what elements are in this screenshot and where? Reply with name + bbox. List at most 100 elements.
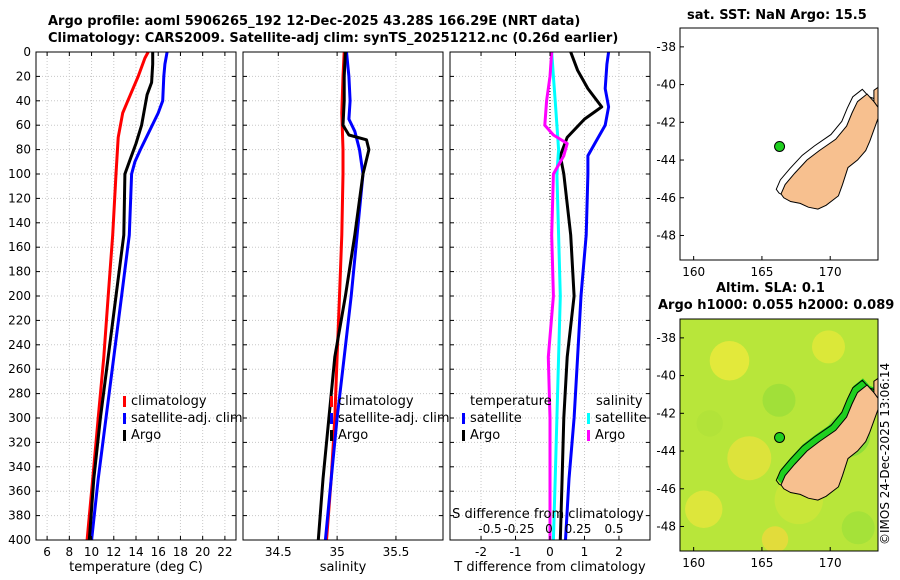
x-tick-label: 1 [581, 545, 589, 559]
legend-diff-temp-sat-swatch [462, 413, 465, 424]
legend-diff-sal-sat-swatch [587, 413, 590, 424]
series-line-climatology [85, 51, 150, 541]
legend-temperature-0-label: climatology [131, 394, 207, 409]
y-tick-label: 120 [8, 191, 31, 205]
x-axis-label: salinity [320, 560, 367, 575]
sla-map-area [680, 319, 878, 551]
y-tick-label: 400 [8, 533, 31, 547]
y-tick-label: 140 [8, 216, 31, 230]
series-line-temperature-argo [558, 51, 604, 541]
map-y-tick-label: -46 [656, 191, 676, 205]
x-axis-label-secondary: S difference from climatology [452, 507, 644, 522]
y-tick-label: 40 [16, 94, 31, 108]
legend-diff-salinity-title: salinity [596, 394, 643, 409]
y-tick-label: 80 [16, 143, 31, 157]
new-zealand-land [780, 384, 878, 501]
x-tick-label: 16 [151, 545, 166, 559]
heatmap-patch [696, 410, 723, 437]
legend-salinity-2-swatch [330, 430, 333, 441]
series-line-salinity-argo [543, 51, 569, 540]
map-frame [679, 318, 879, 552]
legend-temperature-1-label: satellite-adj. clim [131, 411, 243, 426]
figure-title-line-2: Climatology: CARS2009. Satellite-adj cli… [48, 31, 619, 46]
map-x-tick-label: 160 [682, 265, 705, 279]
heatmap-patch [761, 526, 789, 551]
y-tick-label: 160 [8, 240, 31, 254]
y-tick-label: 20 [16, 69, 31, 83]
legend-salinity-1-label: satellite-adj. clim [338, 411, 450, 426]
map-y-tick-label: -40 [656, 78, 676, 92]
figure-title-line-1: Argo profile: aoml 5906265_192 12-Dec-20… [48, 14, 581, 29]
x-tick-label: 22 [217, 545, 232, 559]
y-tick-label: 180 [8, 265, 31, 279]
legend-diff-sal-argo-label: Argo [595, 428, 625, 443]
map-x-tick-label: 170 [819, 556, 842, 570]
x-tick-label: 12 [106, 545, 121, 559]
y-tick-label: 300 [8, 411, 31, 425]
x-tick-label-secondary: -0.5 [478, 522, 501, 536]
y-tick-label: 280 [8, 387, 31, 401]
map-x-tick-label: 165 [750, 556, 773, 570]
x-tick-label: 20 [195, 545, 210, 559]
sla-map-title-2: Argo h1000: 0.055 h2000: 0.089 [658, 298, 895, 313]
legend-diff-sal-sat-label: satellite [595, 411, 647, 426]
x-tick-label: 0 [546, 545, 554, 559]
x-tick-label-secondary: 0.5 [604, 522, 623, 536]
x-tick-label-secondary: -0.25 [503, 522, 534, 536]
map-y-tick-label: -44 [656, 444, 676, 458]
map-y-tick-label: -46 [656, 482, 676, 496]
x-tick-label: 34.5 [265, 545, 292, 559]
x-tick-label: 6 [43, 545, 51, 559]
legend-temperature-2-swatch [123, 430, 126, 441]
y-tick-label: 360 [8, 484, 31, 498]
legend-diff-temperature-title: temperature [470, 394, 552, 409]
legend-diff-temp-sat-label: satellite [470, 411, 522, 426]
x-tick-label: 18 [173, 545, 188, 559]
legend-diff-temp-argo-swatch [462, 430, 465, 441]
heatmap-patch [685, 490, 723, 528]
y-tick-label: 340 [8, 460, 31, 474]
legend-temperature-0-swatch [123, 396, 126, 407]
legend-salinity-0-swatch [330, 396, 333, 407]
y-tick-label: 220 [8, 313, 31, 327]
x-tick-label: 35 [329, 545, 344, 559]
map-y-tick-label: -48 [656, 228, 676, 242]
heatmap-patch [709, 340, 750, 381]
map-y-tick-label: -38 [656, 331, 676, 345]
map-frame [679, 27, 879, 261]
x-axis-label: T difference from climatology [453, 560, 646, 575]
sst-map-area [774, 86, 878, 210]
y-tick-label: 320 [8, 435, 31, 449]
series-line-satellite-adj-clim [90, 51, 169, 541]
x-tick-label: -1 [510, 545, 522, 559]
series-line-argo [316, 51, 371, 541]
map-y-tick-label: -42 [656, 115, 676, 129]
heatmap-patch [727, 436, 772, 481]
x-axis-label: temperature (deg C) [69, 560, 203, 575]
y-tick-label: 260 [8, 362, 31, 376]
y-tick-label: 200 [8, 289, 31, 303]
x-tick-label: 2 [615, 545, 623, 559]
y-tick-label: 100 [8, 167, 31, 181]
series-line-climatology [325, 51, 346, 541]
legend-diff-temp-argo-label: Argo [470, 428, 500, 443]
map-x-tick-label: 170 [819, 265, 842, 279]
x-tick-label: -2 [475, 545, 487, 559]
heatmap-patch [762, 383, 796, 417]
legend-temperature-1-swatch [123, 413, 126, 424]
legend-salinity-2-label: Argo [338, 428, 368, 443]
legend-salinity-1-swatch [330, 413, 333, 424]
x-tick-label: 10 [84, 545, 99, 559]
x-tick-label-secondary: 0 [545, 522, 553, 536]
legend-diff-sal-argo-swatch [587, 430, 590, 441]
map-y-tick-label: -48 [656, 519, 676, 533]
map-y-tick-label: -42 [656, 406, 676, 420]
heatmap-patch [841, 511, 875, 545]
map-x-tick-label: 165 [750, 265, 773, 279]
y-tick-label: 240 [8, 338, 31, 352]
heatmap-patch [812, 330, 845, 364]
y-tick-label: 60 [16, 118, 31, 132]
map-y-tick-label: -44 [656, 153, 676, 167]
series-line-argo [87, 52, 155, 541]
map-y-tick-label: -40 [656, 369, 676, 383]
